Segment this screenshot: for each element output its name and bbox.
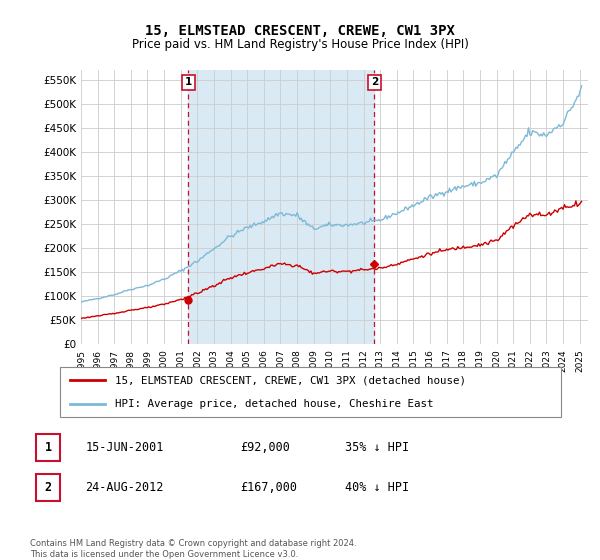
Text: 15-JUN-2001: 15-JUN-2001 [85, 441, 164, 454]
Bar [188, 70, 374, 344]
Text: 1: 1 [185, 77, 192, 87]
Text: 15, ELMSTEAD CRESCENT, CREWE, CW1 3PX: 15, ELMSTEAD CRESCENT, CREWE, CW1 3PX [145, 24, 455, 38]
Text: 40% ↓ HPI: 40% ↓ HPI [344, 481, 409, 494]
Bar [35, 474, 61, 501]
Text: Price paid vs. HM Land Registry's House Price Index (HPI): Price paid vs. HM Land Registry's House … [131, 38, 469, 52]
Text: Contains HM Land Registry data © Crown copyright and database right 2024.
This d: Contains HM Land Registry data © Crown c… [30, 539, 356, 559]
Text: 15, ELMSTEAD CRESCENT, CREWE, CW1 3PX (detached house): 15, ELMSTEAD CRESCENT, CREWE, CW1 3PX (d… [115, 375, 466, 385]
Text: 2: 2 [371, 77, 378, 87]
Text: HPI: Average price, detached house, Cheshire East: HPI: Average price, detached house, Ches… [115, 399, 434, 409]
Text: 2: 2 [44, 481, 52, 494]
Text: £92,000: £92,000 [240, 441, 290, 454]
Text: 1: 1 [44, 441, 52, 454]
Text: £167,000: £167,000 [240, 481, 297, 494]
Text: 24-AUG-2012: 24-AUG-2012 [85, 481, 164, 494]
Bar [35, 435, 61, 461]
Text: 35% ↓ HPI: 35% ↓ HPI [344, 441, 409, 454]
